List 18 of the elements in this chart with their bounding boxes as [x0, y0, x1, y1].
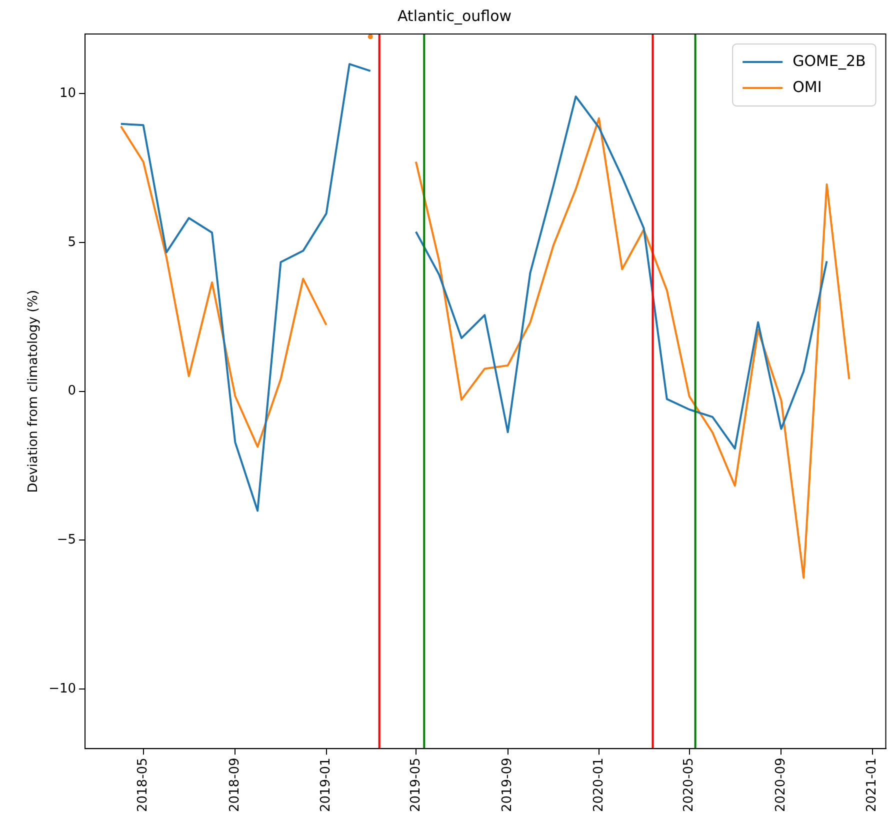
chart-title: Atlantic_ouflow	[397, 6, 512, 25]
legend-label: OMI	[792, 78, 822, 96]
legend-label: GOME_2B	[792, 52, 866, 70]
x-tick-label: 2019-01	[318, 758, 334, 812]
x-tick-label: 2019-09	[500, 758, 516, 812]
y-tick-label: 5	[68, 234, 76, 250]
y-tick-label: 10	[59, 86, 76, 101]
x-tick-label: 2020-09	[774, 758, 789, 812]
x-tick-label: 2020-01	[591, 758, 606, 812]
x-tick-label: 2019-05	[408, 758, 424, 812]
y-tick-label: −5	[56, 532, 76, 548]
x-tick-label: 2021-01	[864, 758, 880, 812]
x-tick-label: 2018-09	[228, 758, 243, 812]
x-tick-label: 2020-05	[682, 758, 697, 812]
y-tick-label: −10	[48, 682, 76, 696]
y-tick-label: 0	[68, 384, 76, 399]
x-tick-label: 2018-05	[136, 758, 151, 812]
y-axis-title: Deviation from climatology (%)	[26, 290, 42, 493]
